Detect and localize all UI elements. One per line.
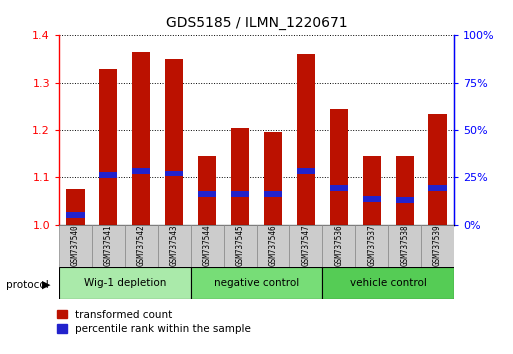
Text: GSM737540: GSM737540	[71, 224, 80, 266]
Text: GSM737541: GSM737541	[104, 224, 113, 266]
Bar	[92, 225, 125, 267]
Bar	[297, 169, 315, 174]
Bar	[100, 172, 117, 178]
Bar	[289, 225, 322, 267]
Bar	[165, 171, 183, 177]
Bar	[264, 132, 282, 225]
Text: Wig-1 depletion: Wig-1 depletion	[84, 278, 166, 288]
Bar	[158, 225, 191, 267]
Bar	[396, 156, 413, 225]
Bar	[322, 267, 454, 299]
Bar	[388, 225, 421, 267]
Text: GSM737543: GSM737543	[170, 224, 179, 266]
Bar	[66, 212, 85, 218]
Text: GSM737546: GSM737546	[268, 224, 278, 266]
Text: GSM737538: GSM737538	[400, 224, 409, 266]
Bar	[59, 225, 92, 267]
Bar	[330, 185, 348, 191]
Bar	[125, 225, 158, 267]
Bar	[191, 267, 322, 299]
Text: GSM737542: GSM737542	[137, 224, 146, 266]
Text: GDS5185 / ILMN_1220671: GDS5185 / ILMN_1220671	[166, 16, 347, 30]
Bar	[100, 69, 117, 225]
Text: GSM737547: GSM737547	[301, 224, 310, 266]
Bar	[132, 169, 150, 174]
Text: GSM737537: GSM737537	[367, 224, 376, 266]
Bar	[66, 189, 85, 225]
Bar	[330, 109, 348, 225]
Bar	[198, 191, 216, 197]
Bar	[428, 114, 447, 225]
Bar	[355, 225, 388, 267]
Bar	[224, 225, 256, 267]
Text: vehicle control: vehicle control	[350, 278, 427, 288]
Bar	[191, 225, 224, 267]
Bar	[132, 52, 150, 225]
Bar	[322, 225, 355, 267]
Bar	[421, 225, 454, 267]
Bar	[198, 156, 216, 225]
Bar	[264, 191, 282, 197]
Bar	[363, 156, 381, 225]
Bar	[59, 267, 191, 299]
Text: ▶: ▶	[42, 280, 51, 290]
Bar	[231, 128, 249, 225]
Text: GSM737536: GSM737536	[334, 224, 343, 266]
Bar	[231, 191, 249, 197]
Text: GSM737545: GSM737545	[235, 224, 245, 266]
Bar	[165, 59, 183, 225]
Text: protocol: protocol	[6, 280, 49, 290]
Legend: transformed count, percentile rank within the sample: transformed count, percentile rank withi…	[56, 310, 251, 334]
Bar	[396, 197, 413, 203]
Bar	[297, 54, 315, 225]
Text: GSM737539: GSM737539	[433, 224, 442, 266]
Bar	[428, 185, 447, 191]
Text: GSM737544: GSM737544	[203, 224, 212, 266]
Text: negative control: negative control	[214, 278, 299, 288]
Bar	[256, 225, 289, 267]
Bar	[363, 196, 381, 201]
